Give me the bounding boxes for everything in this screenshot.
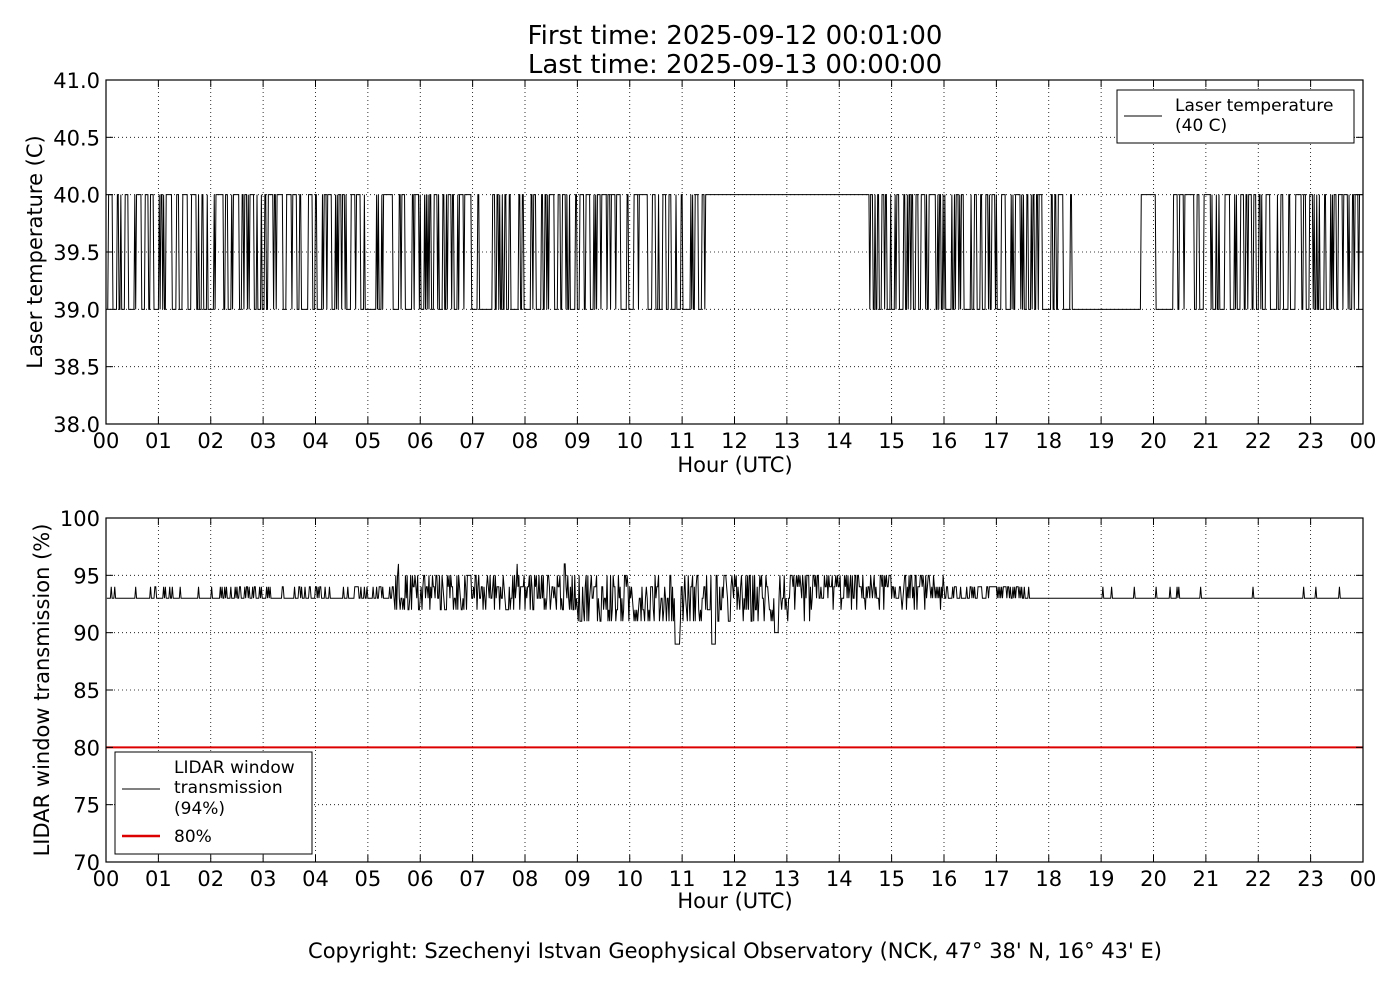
bottom-x-tick-label: 02	[197, 867, 224, 891]
top-x-tick-label: 04	[302, 429, 329, 453]
bottom-x-tick-label: 19	[1088, 867, 1115, 891]
top-x-tick-label: 23	[1297, 429, 1324, 453]
top-x-tick-label: 15	[878, 429, 905, 453]
bottom-x-tick-label: 04	[302, 867, 329, 891]
bottom-x-tick-label: 09	[564, 867, 591, 891]
bottom-x-tick-label: 16	[931, 867, 958, 891]
top-y-tick-label: 39.5	[53, 241, 100, 265]
laser-temperature-panel: 00 01 02 03 04 05 06 07 08 09 10 11 12 13 14 15 16 17 18 19…	[23, 69, 1376, 477]
top-x-tick-label: 01	[145, 429, 172, 453]
bottom-y-tick-label: 80	[73, 736, 100, 760]
bottom-x-tick-label: 01	[145, 867, 172, 891]
bottom-x-tick-label: 00	[1350, 867, 1377, 891]
top-x-tick-label: 17	[983, 429, 1010, 453]
top-y-tick-label: 41.0	[53, 69, 100, 93]
bottom-x-tick-label: 05	[355, 867, 382, 891]
top-x-tick-label: 13	[774, 429, 801, 453]
top-x-tick-label: 14	[826, 429, 853, 453]
chart-title-line-1: First time: 2025-09-12 00:01:00	[528, 21, 943, 51]
bottom-x-tick-label: 22	[1245, 867, 1272, 891]
bottom-legend-label-80: 80%	[174, 827, 212, 847]
top-y-tick-label: 40.0	[53, 184, 100, 208]
lidar-transmission-series	[106, 563, 1363, 645]
top-x-tick-label: 03	[250, 429, 277, 453]
top-x-tick-label: 02	[197, 429, 224, 453]
top-x-tick-label: 19	[1088, 429, 1115, 453]
laser-temperature-line	[107, 194, 1363, 310]
bottom-y-tick-label: 75	[73, 794, 100, 818]
top-x-tick-label: 00	[1350, 429, 1377, 453]
top-y-tick-label: 40.5	[53, 126, 100, 150]
top-x-tick-label: 00	[93, 429, 120, 453]
bottom-x-tick-label: 12	[721, 867, 748, 891]
top-x-tick-label: 10	[616, 429, 643, 453]
top-x-axis-label: Hour (UTC)	[677, 453, 792, 477]
bottom-x-axis-label: Hour (UTC)	[677, 889, 792, 913]
bottom-x-tick-label: 07	[459, 867, 486, 891]
bottom-x-tick-label: 06	[407, 867, 434, 891]
bottom-x-tick-label: 13	[774, 867, 801, 891]
bottom-y-ticks: 70 75 80 85 90 95 100	[60, 507, 1363, 875]
bottom-y-tick-label: 90	[73, 622, 100, 646]
top-x-ticks: 00 01 02 03 04 05 06 07 08 09 10 11 12 13 14 15 16 17 18 19…	[93, 80, 1377, 453]
top-y-axis-label: Laser temperature (C)	[23, 135, 47, 368]
top-y-tick-label: 38.5	[53, 356, 100, 380]
lidar-transmission-panel: 00 01 02 03 04 05 06 07 08 09 10 11 12 13 14 15 16 17 18 19…	[30, 507, 1376, 913]
top-x-tick-label: 21	[1193, 429, 1220, 453]
bottom-x-ticks: 00 01 02 03 04 05 06 07 08 09 10 11 12 13 14 15 16 17 18 19…	[93, 518, 1377, 891]
bottom-y-tick-label: 85	[73, 679, 100, 703]
bottom-x-tick-label: 23	[1297, 867, 1324, 891]
top-x-tick-label: 18	[1035, 429, 1062, 453]
top-x-tick-label: 16	[931, 429, 958, 453]
laser-temperature-series	[107, 194, 1363, 310]
top-y-tick-label: 39.0	[53, 298, 100, 322]
bottom-x-tick-label: 10	[616, 867, 643, 891]
top-x-tick-label: 22	[1245, 429, 1272, 453]
top-x-tick-label: 11	[669, 429, 696, 453]
bottom-legend: LIDAR window transmission (94%) 80%	[114, 751, 313, 855]
bottom-x-tick-label: 14	[826, 867, 853, 891]
chart-title-line-2: Last time: 2025-09-13 00:00:00	[528, 50, 942, 80]
bottom-x-tick-label: 20	[1140, 867, 1167, 891]
bottom-x-tick-label: 21	[1193, 867, 1220, 891]
top-y-ticks: 38.0 38.5 39.0 39.5 40.0 40.5 41.0	[53, 69, 1363, 437]
bottom-y-axis-label: LIDAR window transmission (%)	[30, 524, 54, 857]
bottom-x-tick-label: 11	[669, 867, 696, 891]
top-x-tick-label: 07	[459, 429, 486, 453]
top-x-tick-label: 09	[564, 429, 591, 453]
top-x-tick-label: 12	[721, 429, 748, 453]
bottom-y-tick-label: 95	[73, 564, 100, 588]
top-x-tick-label: 08	[512, 429, 539, 453]
top-x-tick-label: 06	[407, 429, 434, 453]
bottom-x-tick-label: 08	[512, 867, 539, 891]
lidar-transmission-line	[106, 563, 1363, 645]
bottom-x-tick-label: 18	[1035, 867, 1062, 891]
bottom-x-tick-label: 15	[878, 867, 905, 891]
top-x-tick-label: 05	[355, 429, 382, 453]
bottom-y-tick-label: 70	[73, 851, 100, 875]
bottom-x-tick-label: 03	[250, 867, 277, 891]
bottom-y-tick-label: 100	[60, 507, 100, 531]
bottom-x-tick-label: 00	[93, 867, 120, 891]
top-x-tick-label: 20	[1140, 429, 1167, 453]
bottom-legend-label-transmission: LIDAR window transmission (94%)	[174, 758, 295, 819]
top-legend: Laser temperature (40 C)	[1116, 89, 1355, 144]
bottom-x-tick-label: 17	[983, 867, 1010, 891]
copyright-text: Copyright: Szechenyi Istvan Geophysical …	[308, 939, 1162, 963]
top-y-tick-label: 38.0	[53, 413, 100, 437]
top-legend-label: Laser temperature (40 C)	[1175, 96, 1333, 136]
